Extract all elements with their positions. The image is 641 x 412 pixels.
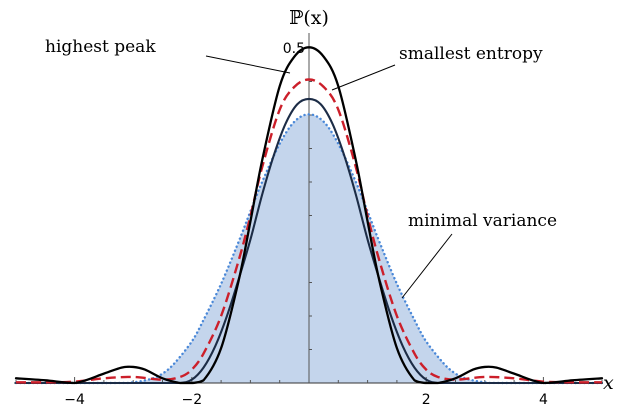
x-tick-label: −4 (64, 392, 85, 408)
x-axis-label: x (603, 372, 614, 394)
tick-layer: −4 −2 2 4 0.5 (15, 41, 603, 408)
x-tick-label: 2 (422, 392, 431, 408)
y-axis-label: ℙ(x) (289, 7, 329, 29)
series-0-line (14, 46, 604, 385)
series-1-line (15, 78, 603, 384)
leader-highest-peak (205, 55, 291, 74)
line-layer (14, 46, 604, 385)
annotation-highest-peak: highest peak (45, 37, 156, 57)
leader-smallest-entropy (331, 64, 396, 91)
series-2-line (14, 113, 604, 385)
leader-minimal-variance (401, 233, 453, 299)
annotation-smallest-entropy: smallest entropy (399, 44, 543, 64)
y-tick-label: 0.5 (283, 41, 305, 57)
x-tick-label: −2 (181, 392, 202, 408)
series-3-line (14, 97, 604, 385)
annotation-minimal-variance: minimal variance (408, 211, 557, 231)
x-tick-label: 4 (539, 392, 548, 408)
